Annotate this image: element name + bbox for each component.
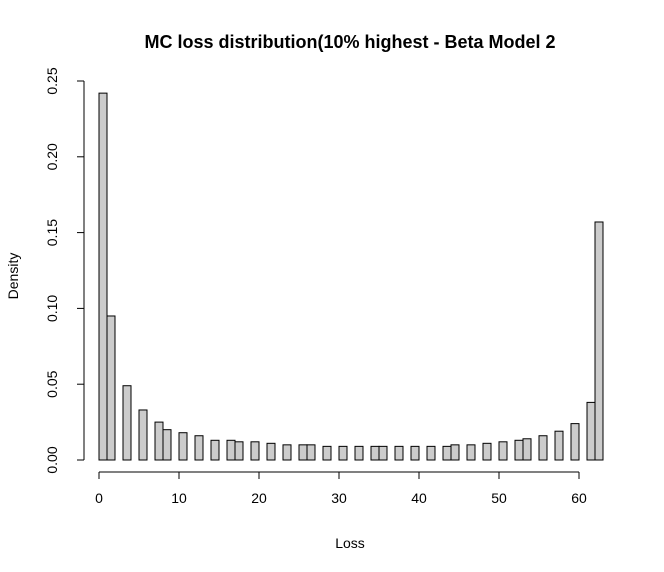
bars-group — [98, 92, 604, 461]
histogram-bar-23 — [426, 445, 436, 461]
chart-title: MC loss distribution(10% highest - Beta … — [144, 32, 555, 52]
histogram-bar-25 — [450, 444, 460, 461]
histogram-bar-28 — [498, 441, 508, 461]
x-axis: 0 10 20 30 40 50 60 — [95, 471, 587, 506]
histogram-bar-21 — [394, 445, 404, 461]
histogram-bar-5 — [162, 429, 172, 461]
histogram-bar-1 — [106, 315, 116, 461]
y-tick-label: 0.15 — [44, 219, 60, 246]
y-tick-label: 0.10 — [44, 295, 60, 322]
x-axis-label: Loss — [335, 535, 365, 551]
histogram-bar-16 — [322, 445, 332, 461]
histogram-bar-31 — [538, 435, 548, 461]
histogram-bar-3 — [138, 409, 148, 461]
y-axis: 0.00 0.05 0.10 0.15 0.20 0.25 — [44, 67, 85, 474]
y-tick-label: 0.25 — [44, 67, 60, 94]
y-axis-label: Density — [5, 253, 21, 300]
histogram-bar-19 — [370, 445, 380, 461]
histogram-bar-20 — [378, 445, 388, 461]
x-tick-label: 50 — [491, 490, 507, 506]
y-tick-label: 0.00 — [44, 446, 60, 473]
x-tick-label: 0 — [95, 490, 103, 506]
histogram-bar-15 — [306, 444, 316, 461]
histogram-bar-9 — [226, 439, 236, 461]
histogram-bar-22 — [410, 445, 420, 461]
histogram-bar-13 — [282, 444, 292, 461]
histogram-bar-11 — [250, 441, 260, 461]
histogram-bar-34 — [586, 401, 596, 461]
histogram-bar-35 — [594, 221, 604, 461]
histogram-bar-6 — [178, 432, 188, 461]
y-tick-label: 0.05 — [44, 370, 60, 397]
x-tick-label: 30 — [331, 490, 347, 506]
y-tick-label: 0.20 — [44, 143, 60, 170]
histogram-bar-12 — [266, 442, 276, 461]
histogram-bar-32 — [554, 430, 564, 461]
histogram-bar-27 — [482, 442, 492, 461]
histogram-bar-0 — [98, 92, 108, 461]
histogram-bar-2 — [122, 385, 132, 461]
x-tick-label: 10 — [171, 490, 187, 506]
histogram-bar-14 — [298, 444, 308, 461]
histogram-bar-33 — [570, 423, 580, 461]
histogram-bar-10 — [234, 441, 244, 461]
histogram-bar-7 — [194, 435, 204, 461]
histogram-bar-30 — [522, 438, 532, 461]
x-tick-label: 20 — [251, 490, 267, 506]
histogram-bar-4 — [154, 421, 164, 461]
x-tick-label: 40 — [411, 490, 427, 506]
histogram-bar-29 — [514, 439, 524, 461]
histogram-bar-8 — [210, 439, 220, 461]
histogram-bar-17 — [338, 445, 348, 461]
x-tick-label: 60 — [571, 490, 587, 506]
histogram-bar-18 — [354, 445, 364, 461]
histogram-bar-26 — [466, 444, 476, 461]
histogram-bar-24 — [442, 445, 452, 461]
